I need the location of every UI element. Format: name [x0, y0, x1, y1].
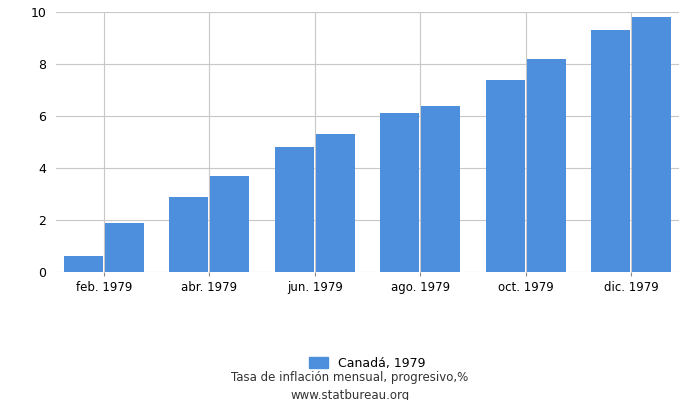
Bar: [591, 30, 630, 272]
Bar: [527, 59, 566, 272]
Bar: [64, 256, 103, 272]
Legend: Canadá, 1979: Canadá, 1979: [304, 352, 430, 375]
Bar: [105, 222, 144, 272]
Bar: [421, 106, 461, 272]
Bar: [169, 196, 208, 272]
Bar: [486, 80, 524, 272]
Text: Tasa de inflación mensual, progresivo,%: Tasa de inflación mensual, progresivo,%: [232, 372, 468, 384]
Bar: [274, 147, 314, 272]
Bar: [632, 17, 671, 272]
Text: www.statbureau.org: www.statbureau.org: [290, 390, 410, 400]
Bar: [316, 134, 355, 272]
Bar: [380, 114, 419, 272]
Bar: [211, 176, 249, 272]
